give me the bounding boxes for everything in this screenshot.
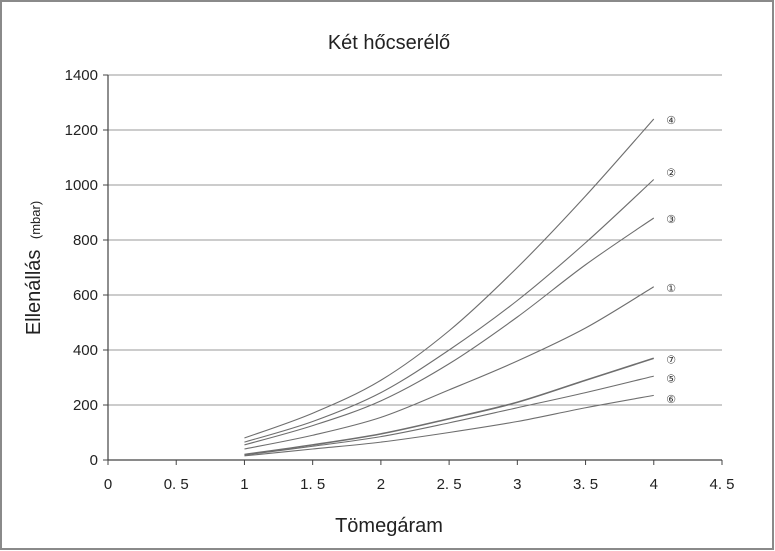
series-label-1: ② (666, 167, 676, 179)
series-lines (244, 118, 655, 457)
y-tick-label-5: 1000 (65, 177, 98, 194)
x-axis-label: Tömegáram (335, 515, 443, 537)
series-line-5 (244, 375, 654, 456)
series-line-0 (244, 118, 655, 439)
chart-title: Két hőcserélő (328, 32, 450, 54)
series-label-2: ③ (666, 214, 676, 226)
y-tick-label-1: 200 (73, 397, 98, 414)
y-tick-label-4: 800 (73, 232, 98, 249)
y-tick-label-0: 0 (90, 452, 98, 469)
x-tick-label-0: 0 (104, 476, 112, 493)
series-line-4 (244, 357, 655, 456)
series-label-6: ⑥ (666, 394, 676, 406)
x-tick-label-8: 4 (650, 476, 658, 493)
x-tick-labels: 0 0. 5 1 1. 5 2 2. 5 3 3. 5 4 4. 5 (104, 460, 735, 493)
x-tick-label-9: 4. 5 (709, 476, 734, 493)
y-tick-labels: 0 200 400 600 800 1000 1200 1400 (65, 67, 108, 469)
series-line-2 (244, 217, 655, 446)
axes (107, 75, 722, 461)
series-label-3: ① (666, 283, 676, 295)
y-tick-label-7: 1400 (65, 67, 98, 84)
y-tick-label-2: 400 (73, 342, 98, 359)
series-line-3 (244, 286, 655, 450)
series-labels: ④ ② ③ ① ⑦ ⑤ ⑥ (666, 115, 676, 406)
y-axis-unit: (mbar) (28, 201, 43, 239)
x-tick-label-7: 3. 5 (573, 476, 598, 493)
svg-text:Ellenállás (mbar): Ellenállás (mbar) (23, 201, 45, 335)
x-tick-label-4: 2 (377, 476, 385, 493)
x-tick-label-2: 1 (240, 476, 248, 493)
gridlines (108, 74, 722, 406)
x-tick-label-6: 3 (513, 476, 521, 493)
x-tick-label-1: 0. 5 (164, 476, 189, 493)
series-label-5: ⑤ (666, 374, 676, 386)
y-axis-label-group: Ellenállás (mbar) (23, 201, 45, 335)
series-label-4: ⑦ (666, 354, 676, 366)
series-line-1 (244, 179, 655, 443)
x-tick-label-3: 1. 5 (300, 476, 325, 493)
series-label-0: ④ (666, 115, 676, 127)
x-tick-label-5: 2. 5 (437, 476, 462, 493)
y-tick-label-6: 1200 (65, 122, 98, 139)
y-tick-label-3: 600 (73, 287, 98, 304)
y-axis-label: Ellenállás (23, 250, 45, 336)
series-line-6 (244, 394, 654, 457)
